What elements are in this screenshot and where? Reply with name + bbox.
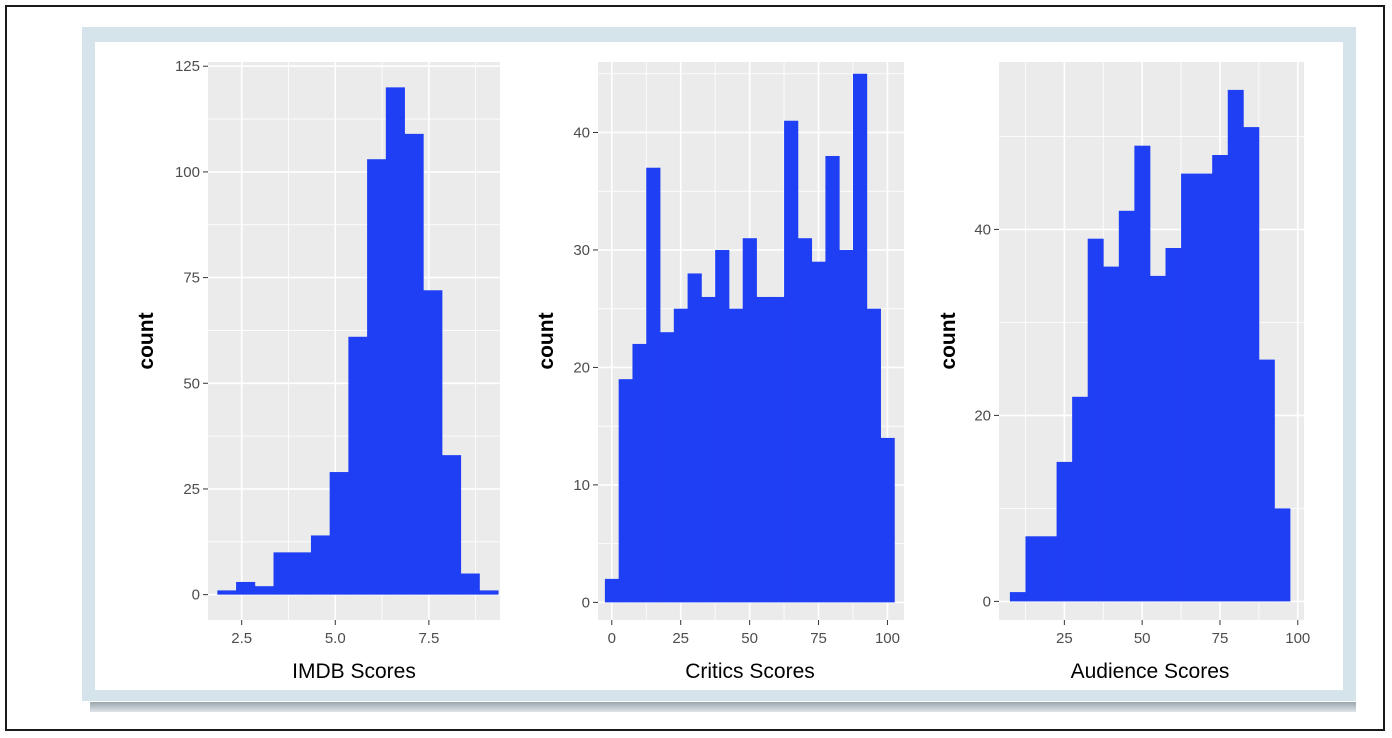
y-tick-label: 20 xyxy=(573,359,590,376)
imdb-y-axis-title: count xyxy=(135,312,158,369)
x-tick-label: 25 xyxy=(1056,630,1073,647)
x-tick-label: 5.0 xyxy=(325,630,346,647)
histogram-bar xyxy=(310,535,331,595)
audience-x-axis-title: Audience Scores xyxy=(1071,660,1230,683)
y-tick-label: 30 xyxy=(573,242,590,259)
imdb-x-axis-title: IMDB Scores xyxy=(292,660,416,683)
histogram-bar xyxy=(236,581,256,595)
histogram-bar xyxy=(441,455,462,595)
histogram-bar xyxy=(784,120,799,603)
histogram-bar xyxy=(348,336,368,595)
y-tick-label: 40 xyxy=(974,221,991,238)
histogram-bar xyxy=(273,552,293,595)
histogram-bar xyxy=(618,379,633,603)
histogram-bar xyxy=(825,155,840,603)
histogram-bar xyxy=(1118,210,1135,602)
histogram-bar xyxy=(1212,155,1229,602)
critics-x-axis-title: Critics Scores xyxy=(685,660,815,683)
histogram-bar xyxy=(479,590,499,595)
histogram-bar xyxy=(1087,238,1104,602)
audience-histogram-panel: 25 50 75 100 0 20 40 Audience Scores count xyxy=(937,62,1310,683)
y-tick-label: 40 xyxy=(573,124,590,141)
x-tick-label: 75 xyxy=(1212,630,1229,647)
critics-histogram-panel: 0 25 50 75 100 0 10 20 30 40 Critics Scores count xyxy=(535,62,904,683)
histogram-bar xyxy=(292,552,312,595)
x-tick-label: 75 xyxy=(810,630,827,647)
histogram-bar xyxy=(1025,536,1042,602)
y-tick-label: 20 xyxy=(974,407,991,424)
histogram-bar xyxy=(1056,461,1073,602)
audience-y-axis-title: count xyxy=(937,312,960,369)
histogram-bar xyxy=(632,343,647,603)
histogram-bar xyxy=(866,308,881,603)
x-tick-label: 50 xyxy=(1134,630,1151,647)
y-tick-label: 0 xyxy=(192,587,200,604)
x-tick-label: 100 xyxy=(875,630,900,647)
histogram-bar xyxy=(1243,127,1260,602)
y-tick-label: 50 xyxy=(183,375,200,392)
histogram-bar xyxy=(1149,275,1166,602)
card-shadow xyxy=(90,702,1356,712)
histogram-bar xyxy=(1041,536,1057,602)
x-tick-label: 7.5 xyxy=(418,630,439,647)
histogram-bar xyxy=(728,308,744,603)
histogram-bar xyxy=(687,273,702,603)
x-tick-label: 0 xyxy=(608,630,616,647)
y-tick-label: 0 xyxy=(582,594,590,611)
histogram-bar xyxy=(1227,89,1244,602)
x-tick-label: 25 xyxy=(672,630,689,647)
histogram-bar xyxy=(756,296,771,603)
y-tick-label: 125 xyxy=(175,58,200,75)
y-tick-label: 75 xyxy=(183,270,200,287)
histogram-bar xyxy=(404,133,424,595)
histogram-bar xyxy=(1258,359,1275,602)
histogram-bar xyxy=(839,249,854,603)
histogram-bar xyxy=(673,308,688,603)
x-tick-label: 2.5 xyxy=(231,630,252,647)
histogram-bar xyxy=(853,73,868,603)
histogram-bar xyxy=(811,261,826,603)
histogram-bar xyxy=(797,238,813,603)
histogram-bar xyxy=(460,573,480,595)
histogram-bar xyxy=(1103,266,1120,602)
y-tick-label: 25 xyxy=(183,481,200,498)
histogram-bar xyxy=(715,249,730,603)
histogram-bar xyxy=(367,159,387,595)
y-tick-label: 0 xyxy=(983,593,991,610)
histogram-bar xyxy=(423,290,443,595)
x-tick-label: 100 xyxy=(1285,630,1310,647)
histogram-bar xyxy=(329,472,349,595)
histogram-bar xyxy=(770,296,785,603)
histogram-bar xyxy=(880,437,895,603)
y-tick-label: 100 xyxy=(175,164,200,181)
histogram-bar xyxy=(1274,508,1291,602)
histogram-bar xyxy=(646,167,661,603)
y-tick-label: 10 xyxy=(573,477,590,494)
histogram-bar xyxy=(604,578,620,603)
histogram-bar xyxy=(217,590,237,595)
imdb-histogram-panel: 2.5 5.0 7.5 0 25 50 75 100 125 IMDB Scores count xyxy=(135,58,500,683)
histogram-bar xyxy=(1181,173,1198,602)
histogram-bar xyxy=(1134,145,1151,602)
histogram-bar xyxy=(1165,248,1182,602)
histogram-bar xyxy=(385,87,405,595)
histogram-bar xyxy=(1072,396,1089,602)
histogram-bar xyxy=(701,296,716,603)
critics-y-axis-title: count xyxy=(535,312,558,369)
histogram-bar xyxy=(660,332,675,603)
histogram-bar xyxy=(254,586,274,595)
x-tick-label: 50 xyxy=(741,630,758,647)
histogram-bar xyxy=(742,238,757,603)
histogram-bar xyxy=(1196,173,1213,602)
histogram-bar xyxy=(1009,592,1026,602)
